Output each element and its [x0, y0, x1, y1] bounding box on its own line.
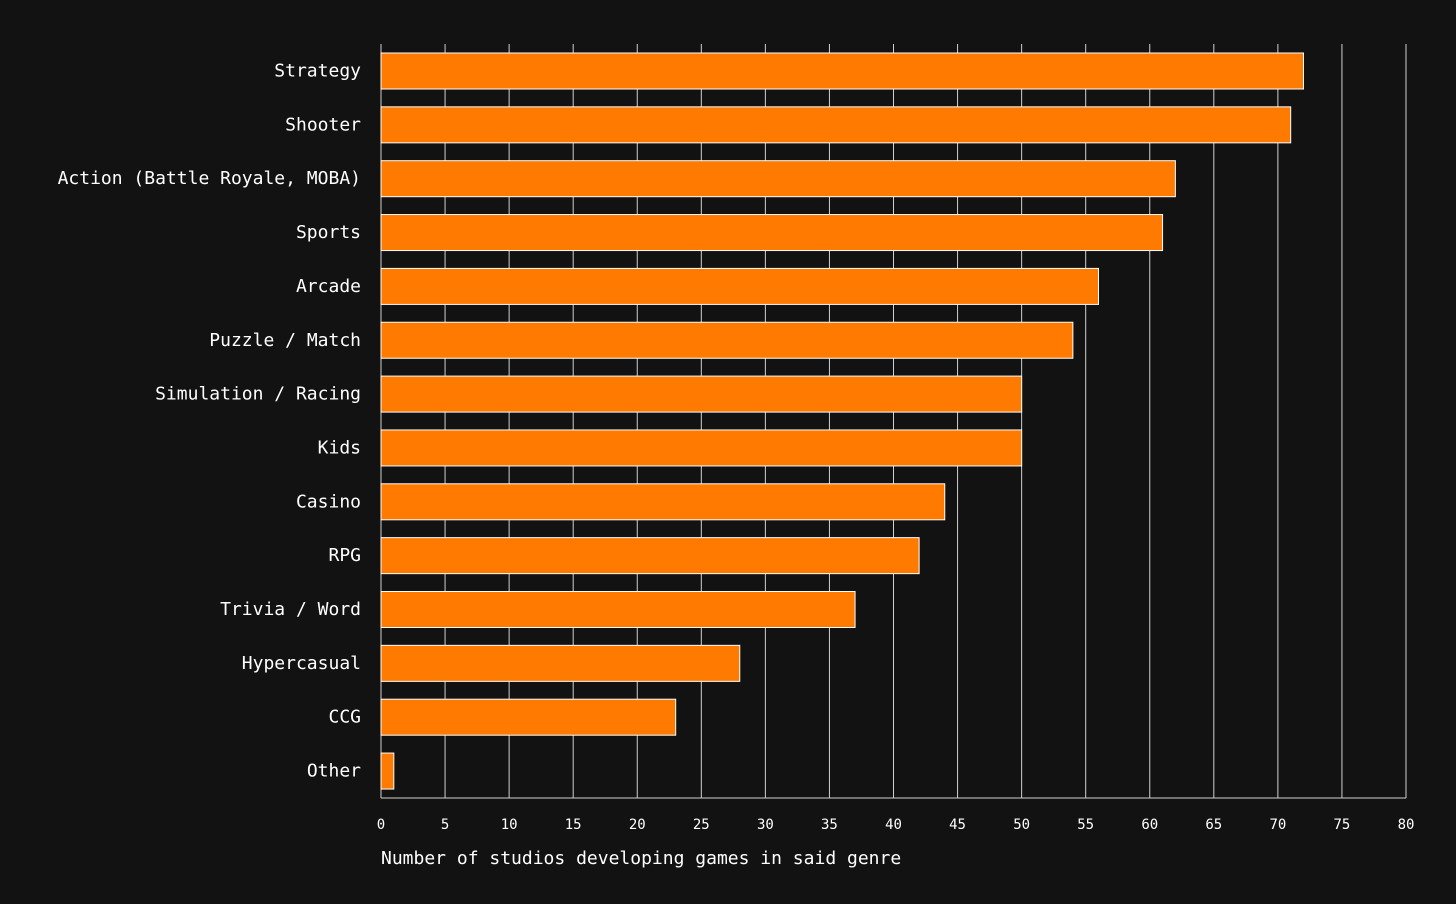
x-tick-label: 0 — [377, 817, 385, 833]
x-tick-label: 70 — [1269, 817, 1286, 833]
bar — [380, 106, 1292, 144]
x-tick-label: 75 — [1334, 817, 1351, 833]
bar — [380, 267, 1099, 305]
bar — [380, 698, 677, 736]
category-label: Casino — [296, 491, 361, 512]
x-tick-labels: 0 5 10 15 20 25 30 35 40 45 50 55 60 65 70 75 80 — [377, 817, 1415, 833]
category-label: Hypercasual — [242, 653, 361, 674]
bar — [380, 644, 741, 682]
x-tick-label: 15 — [565, 817, 582, 833]
category-label: Arcade — [296, 276, 361, 297]
x-tick-label: 35 — [821, 817, 838, 833]
bar — [380, 429, 1023, 467]
bar — [380, 160, 1176, 198]
x-tick-label: 25 — [693, 817, 710, 833]
x-tick-label: 10 — [501, 817, 518, 833]
category-label: Puzzle / Match — [209, 330, 361, 351]
x-tick-label: 40 — [885, 817, 902, 833]
x-axis-title: Number of studios developing games in sa… — [381, 848, 901, 869]
x-tick-label: 55 — [1077, 817, 1094, 833]
x-tick-label: 80 — [1398, 817, 1415, 833]
x-tick-label: 65 — [1205, 817, 1222, 833]
bar — [380, 591, 856, 628]
category-label: Sports — [296, 222, 361, 243]
x-tick-label: 30 — [757, 817, 774, 833]
x-tick-label: 5 — [441, 817, 449, 833]
bar — [380, 752, 395, 790]
category-label: Kids — [318, 437, 361, 458]
bars — [380, 52, 1304, 790]
bar — [380, 537, 920, 575]
category-labels: Strategy Shooter Action (Battle Royale, MO… — [58, 61, 362, 782]
bar — [380, 321, 1074, 359]
category-label: CCG — [328, 707, 361, 728]
category-label: RPG — [328, 545, 361, 566]
bar — [380, 52, 1304, 90]
bar — [380, 214, 1164, 252]
x-tick-label: 45 — [949, 817, 966, 833]
x-tick-label: 20 — [629, 817, 646, 833]
category-label: Trivia / Word — [220, 599, 361, 620]
category-label: Strategy — [274, 61, 361, 82]
category-label: Action (Battle Royale, MOBA) — [58, 168, 361, 189]
bar — [380, 483, 946, 521]
x-tick-label: 60 — [1141, 817, 1158, 833]
category-label: Simulation / Racing — [155, 384, 361, 405]
bar — [380, 375, 1023, 413]
x-tick-label: 50 — [1013, 817, 1030, 833]
category-label: Shooter — [285, 114, 361, 135]
category-label: Other — [307, 761, 361, 782]
